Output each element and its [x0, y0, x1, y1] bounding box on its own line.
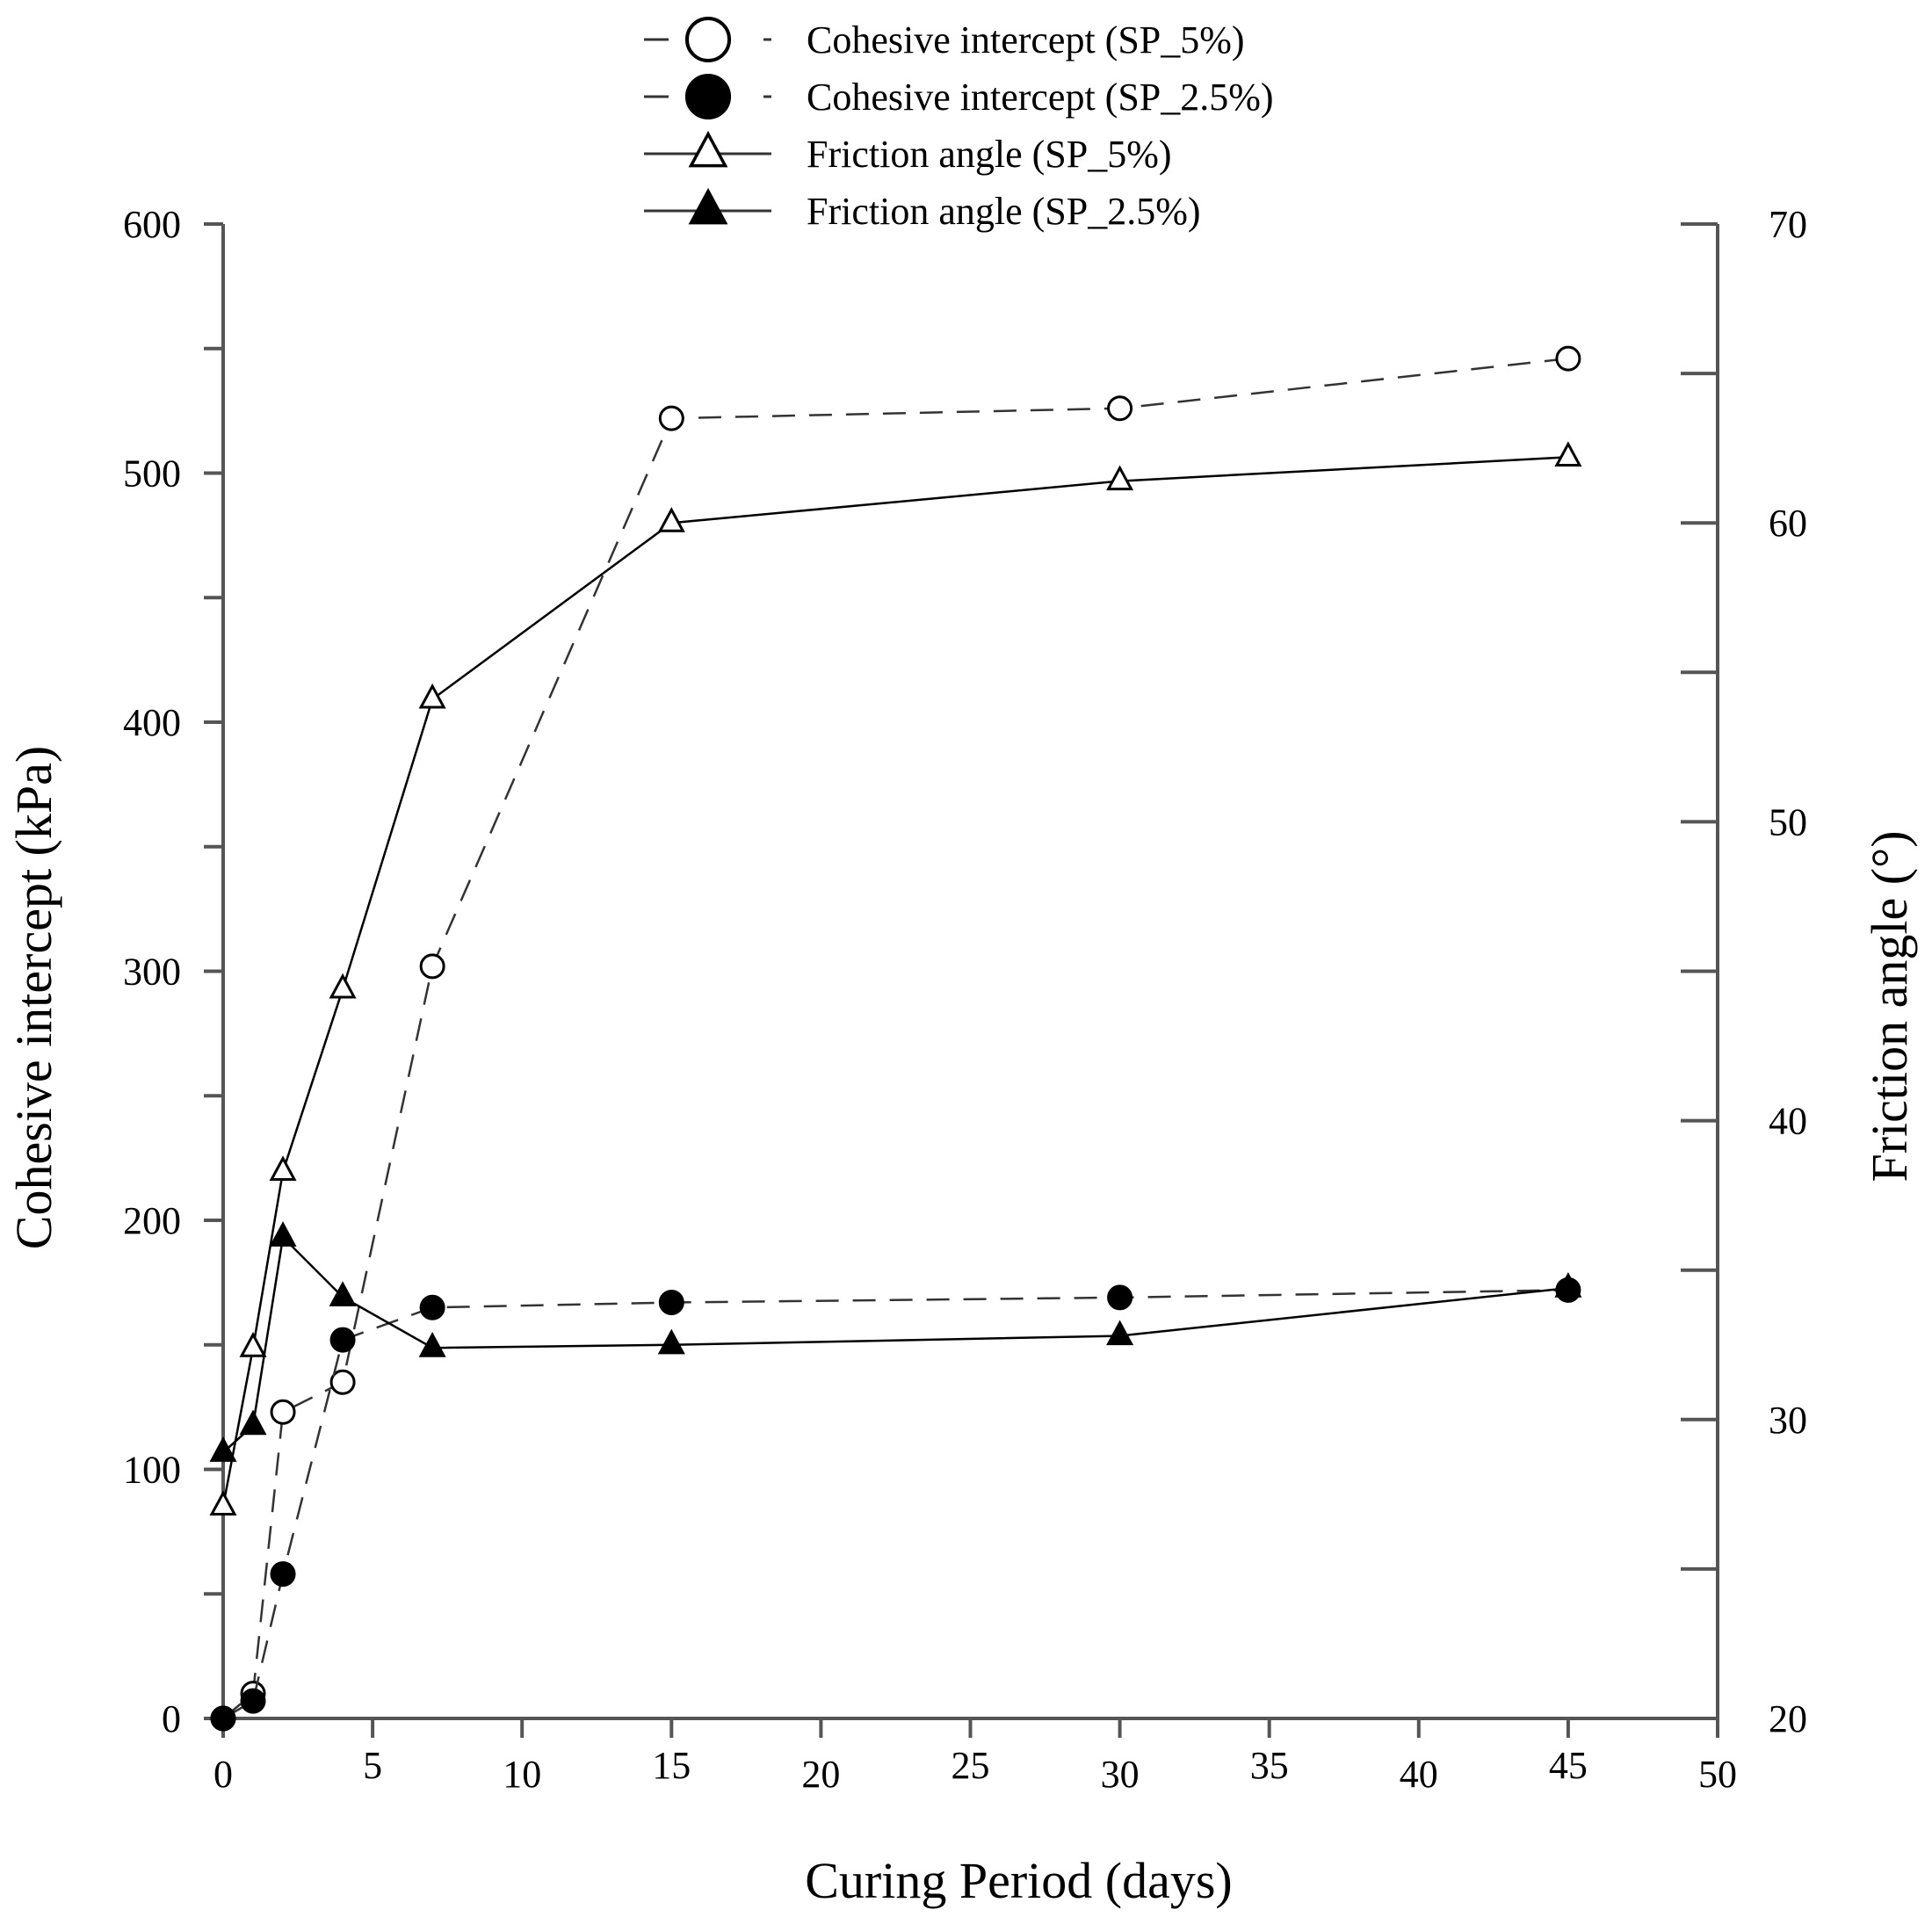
series-0 — [210, 345, 1581, 1732]
data-point-s1-x2 — [270, 1561, 296, 1588]
data-point-s2-x0 — [209, 1490, 237, 1516]
x-tick-label-15: 15 — [652, 1744, 691, 1787]
x-axis-title: Curing Period (days) — [805, 1852, 1233, 1909]
y-right-tick-label-70: 70 — [1769, 203, 1807, 246]
data-point-s1-x4 — [329, 1327, 356, 1353]
x-tick-label-40: 40 — [1400, 1753, 1438, 1796]
series-layer — [209, 345, 1582, 1732]
data-point-s3-x15 — [657, 1328, 685, 1355]
data-point-s3-x2 — [269, 1221, 297, 1247]
y-left-tick-label-300: 300 — [123, 951, 181, 994]
data-point-s2-x45 — [1554, 441, 1582, 467]
data-point-s3-x45 — [1554, 1272, 1582, 1298]
data-point-s2-x4 — [329, 973, 357, 999]
y-left-tick-label-400: 400 — [123, 701, 181, 744]
data-point-s0-x7 — [419, 953, 445, 980]
data-point-s1-x1 — [240, 1688, 266, 1714]
x-tick-label-20: 20 — [801, 1753, 840, 1796]
data-point-s3-x0 — [209, 1436, 237, 1462]
data-point-s2-x1 — [239, 1332, 267, 1357]
legend-marker-2 — [688, 130, 728, 168]
y-right-tick-label-60: 60 — [1769, 502, 1807, 545]
data-point-s2-x15 — [657, 507, 685, 532]
data-point-s0-x2 — [270, 1399, 296, 1425]
legend: Cohesive intercept (SP_5%) Cohesive inter… — [644, 16, 1274, 233]
legend-label-2: Friction angle (SP_5%) — [807, 133, 1172, 176]
axes: 0 5 10 15 20 25 30 35 40 45 5001002003004005006002… — [123, 203, 1807, 1796]
x-tick-label-5: 5 — [363, 1744, 382, 1787]
x-tick-label-50: 50 — [1698, 1753, 1737, 1796]
y-right-tick-label-30: 30 — [1769, 1399, 1807, 1442]
data-point-s1-x7 — [419, 1294, 445, 1320]
y-left-tick-label-100: 100 — [123, 1449, 181, 1492]
y-right-tick-label-20: 20 — [1769, 1697, 1807, 1740]
x-tick-label-35: 35 — [1250, 1744, 1289, 1787]
x-tick-label-10: 10 — [503, 1753, 541, 1796]
y-left-tick-label-600: 600 — [123, 203, 181, 246]
y-right-tick-label-50: 50 — [1769, 800, 1807, 843]
y-right-axis-title: Friction angle (°) — [1861, 830, 1918, 1182]
legend-entry-0: Cohesive intercept (SP_5%) — [644, 16, 1245, 63]
data-point-s3-x1 — [239, 1409, 267, 1436]
data-point-s0-x30 — [1107, 395, 1133, 422]
legend-label-3: Friction angle (SP_2.5%) — [807, 190, 1201, 233]
data-point-s3-x30 — [1106, 1320, 1134, 1346]
data-point-s0-x45 — [1555, 345, 1581, 372]
x-tick-label-25: 25 — [952, 1744, 990, 1787]
data-point-s2-x2 — [269, 1155, 297, 1182]
y-left-tick-label-500: 500 — [123, 452, 181, 496]
y-left-tick-label-0: 0 — [162, 1697, 181, 1740]
legend-entry-3: Friction angle (SP_2.5%) — [644, 187, 1201, 233]
legend-marker-0 — [684, 16, 732, 63]
data-point-s3-x7 — [418, 1332, 446, 1357]
data-point-s3-x4 — [329, 1281, 357, 1306]
legend-entry-2: Friction angle (SP_5%) — [644, 130, 1172, 176]
y-left-tick-label-200: 200 — [123, 1199, 181, 1242]
series-2 — [209, 441, 1582, 1516]
legend-label-1: Cohesive intercept (SP_2.5%) — [807, 76, 1274, 119]
series-line-2 — [221, 456, 1568, 1507]
y-left-axis-title: Cohesive intercept (kPa) — [5, 746, 62, 1249]
data-point-s0-x15 — [658, 405, 684, 431]
legend-entry-1: Cohesive intercept (SP_2.5%) — [644, 73, 1274, 120]
series-line-3 — [222, 1234, 1569, 1454]
data-point-s2-x30 — [1106, 465, 1134, 491]
data-point-s1-x15 — [658, 1290, 684, 1316]
series-3 — [209, 1221, 1582, 1462]
data-point-s1-x30 — [1107, 1284, 1133, 1311]
series-1 — [210, 1277, 1581, 1732]
data-point-s0-x4 — [329, 1369, 356, 1395]
x-tick-label-30: 30 — [1101, 1753, 1140, 1796]
data-point-s2-x7 — [418, 683, 446, 709]
x-tick-label-0: 0 — [213, 1753, 233, 1796]
y-right-tick-label-40: 40 — [1769, 1100, 1807, 1143]
legend-label-0: Cohesive intercept (SP_5%) — [807, 18, 1245, 61]
legend-marker-1 — [684, 73, 732, 120]
data-point-s1-x0 — [210, 1705, 236, 1732]
series-line-0 — [222, 357, 1569, 1719]
legend-marker-3 — [688, 187, 728, 225]
x-tick-label-45: 45 — [1549, 1744, 1588, 1787]
